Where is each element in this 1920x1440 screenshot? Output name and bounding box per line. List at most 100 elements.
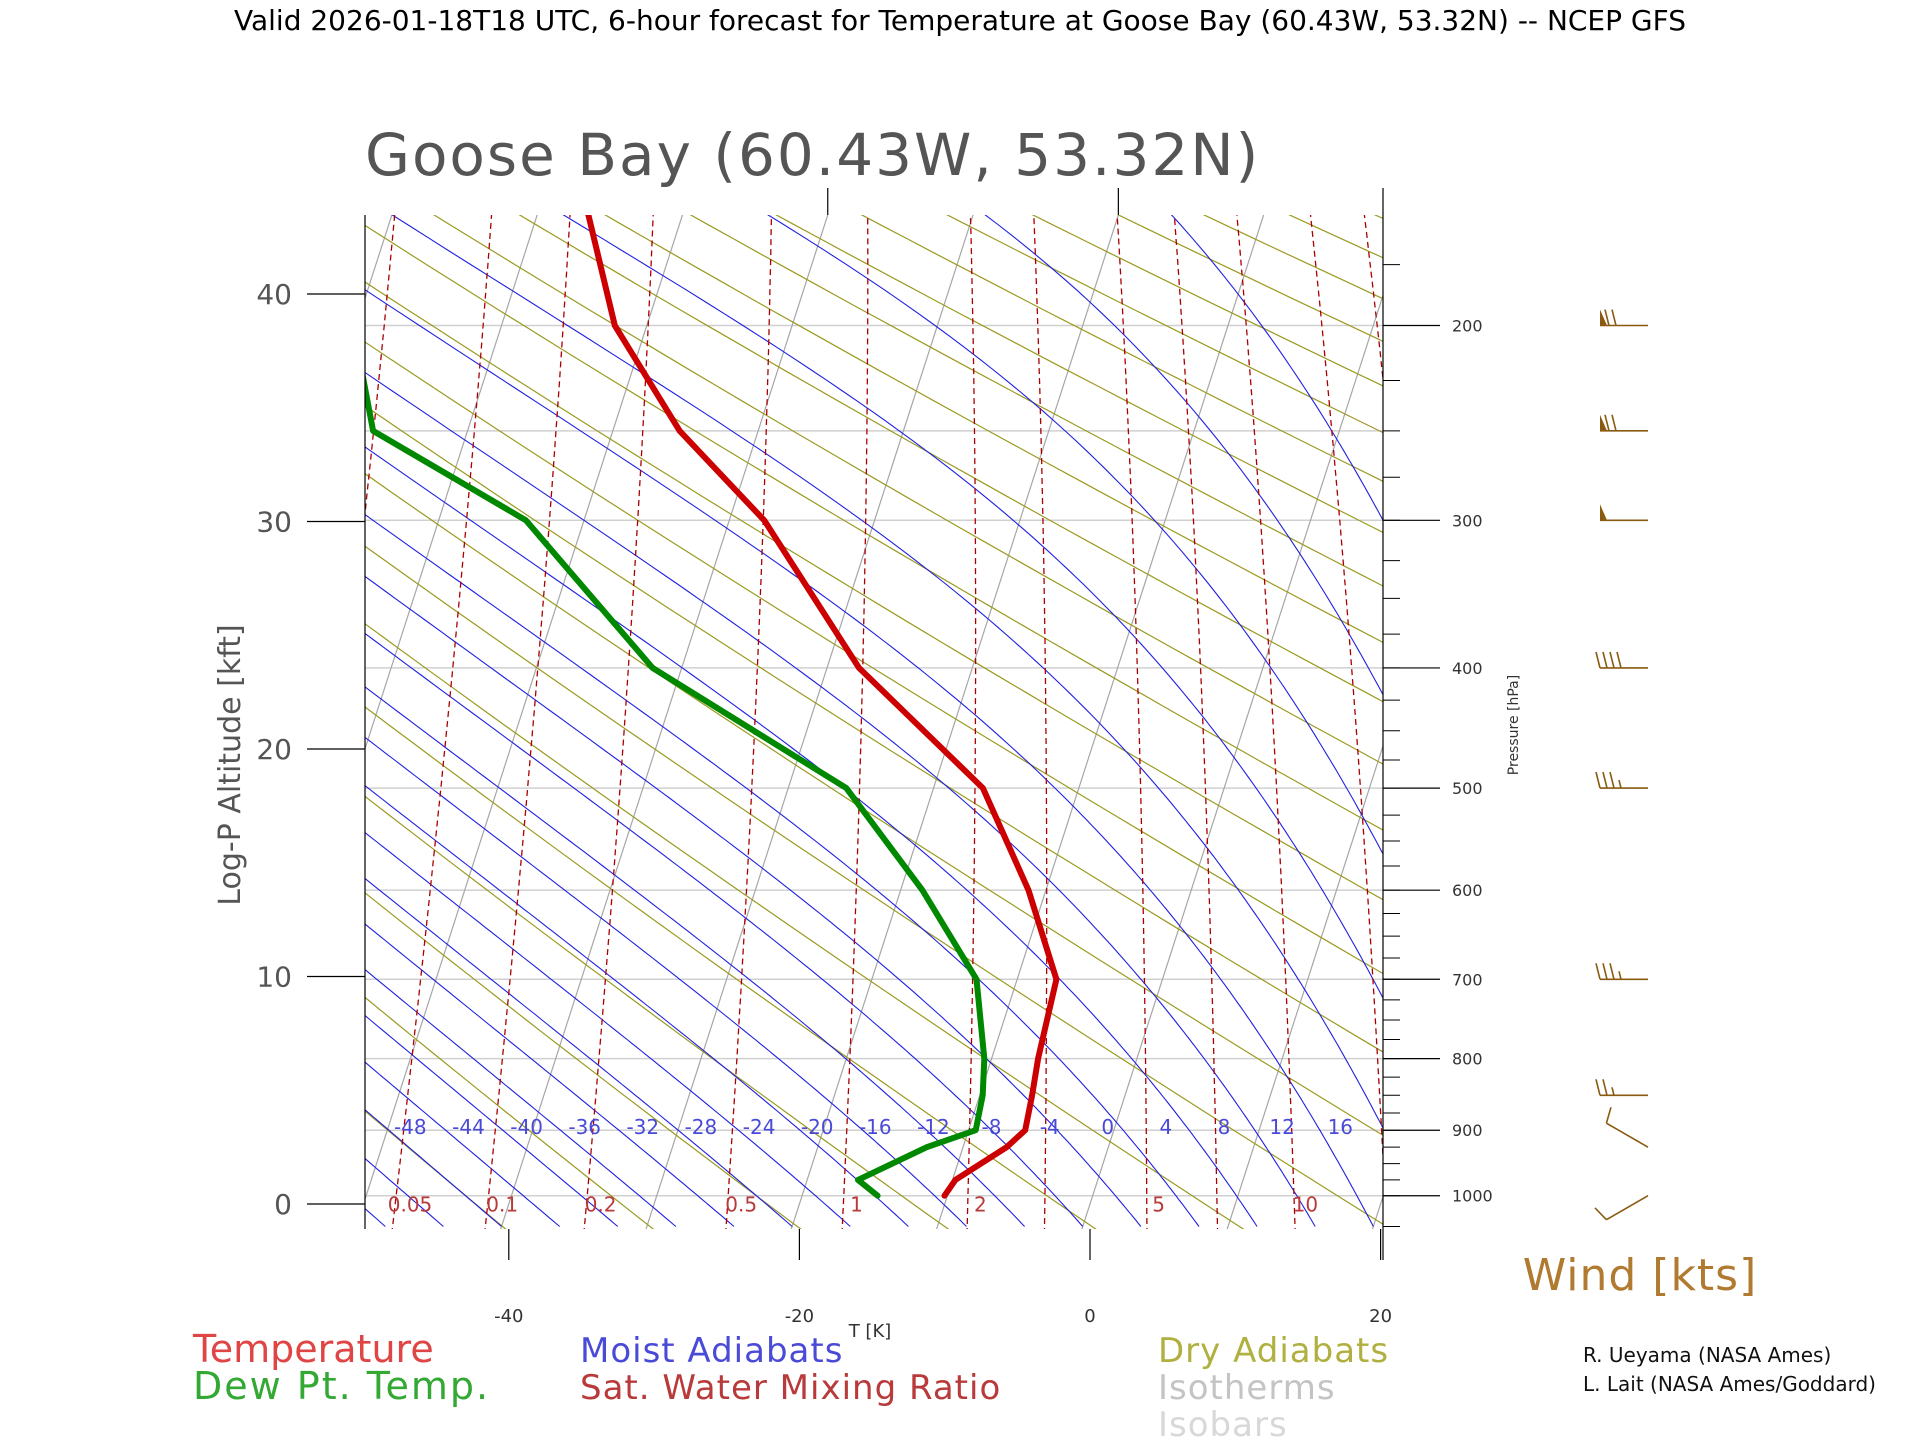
- wind-barb: [1600, 309, 1648, 327]
- moist-adiabat-label: -4: [1040, 1115, 1060, 1139]
- legend-isobars: Isobars: [1158, 1405, 1288, 1440]
- wind-barb-full: [1604, 414, 1610, 432]
- moist-adiabat-label: -36: [568, 1115, 601, 1139]
- isotherm-line: [0, 210, 103, 1234]
- moist-adiabat-line: [365, 446, 1258, 1227]
- moist-adiabat-label: 4: [1160, 1115, 1173, 1139]
- moist-adiabat-label: -16: [859, 1115, 892, 1139]
- dry-adiabat-line: [365, 545, 1383, 1225]
- wind-label: Wind [kts]: [1523, 1250, 1758, 1301]
- dry-adiabat-line: [689, 215, 1383, 587]
- mixing-ratio-label: 0.05: [388, 1193, 433, 1217]
- mixing-ratio-label: 10: [1293, 1193, 1318, 1217]
- header-title: Valid 2026-01-18T18 UTC, 6-hour forecast…: [234, 4, 1686, 37]
- moist-adiabat-label: -44: [452, 1115, 485, 1139]
- isotherm-line: [500, 215, 829, 1229]
- moist-adiabat-line: [365, 686, 1025, 1227]
- isotherm-line: [365, 215, 538, 751]
- moist-adiabat-line: [365, 923, 735, 1227]
- y-tick-label: 20: [256, 733, 292, 766]
- y-tick-label: 30: [256, 506, 292, 539]
- wind-barb-half: [1611, 1087, 1615, 1096]
- wind-barb-full: [1602, 651, 1608, 669]
- plot-background: [0, 210, 1920, 1234]
- moist-adiabat-label: -48: [394, 1115, 427, 1139]
- moist-adiabat-line: [365, 736, 967, 1227]
- moist-adiabat-label: -40: [510, 1115, 543, 1139]
- dry-adiabat-line: [365, 795, 950, 1229]
- wind-barb: [1595, 771, 1648, 789]
- pressure-tick-label: 1000: [1452, 1187, 1493, 1206]
- wind-barb-full: [1594, 1207, 1608, 1221]
- dry-adiabat-lines: [365, 210, 1920, 1234]
- x-tick-label: -20: [785, 1306, 814, 1327]
- x-tick-label: 20: [1369, 1306, 1392, 1327]
- wind-barb-full: [1616, 651, 1622, 669]
- wind-barb-staff: [1606, 1195, 1649, 1221]
- moist-adiabat-line: [391, 215, 1383, 1130]
- moist-adiabat-line: [562, 215, 1383, 1000]
- dry-adiabat-line: [365, 224, 1383, 831]
- legend-temperature: Temperature: [192, 1327, 434, 1371]
- wind-barb-full: [1609, 771, 1615, 789]
- dry-adiabat-line: [1202, 215, 1383, 300]
- wind-barb-flag: [1600, 309, 1607, 326]
- mixing-ratio-line: [1363, 215, 1383, 385]
- y-tick-label: 40: [256, 278, 292, 311]
- mixing-ratio-label: 0.1: [486, 1193, 518, 1217]
- dewpoint-profile-line: [365, 371, 988, 1199]
- mixing-ratio-line: [583, 215, 654, 1229]
- dry-adiabat-line: [365, 281, 1383, 901]
- wind-barb-full: [1595, 651, 1601, 669]
- legend-moist-adiabats: Moist Adiabats: [580, 1331, 843, 1371]
- isotherm-line: [645, 215, 974, 1229]
- mixing-ratio-line: [725, 215, 773, 1229]
- dry-adiabat-line: [365, 996, 655, 1229]
- mixing-ratio-label: 1: [850, 1193, 863, 1217]
- dry-adiabat-line: [518, 215, 1383, 703]
- legend-dry-adiabats: Dry Adiabats: [1158, 1331, 1389, 1371]
- mixing-ratio-lines: [365, 215, 1383, 1229]
- isotherm-line: [1081, 293, 1383, 1229]
- moist-adiabat-line: [365, 877, 793, 1227]
- dry-adiabat-line: [365, 1110, 507, 1229]
- dry-adiabat-line: [365, 706, 1097, 1229]
- wind-barb: [1600, 504, 1648, 522]
- pressure-tick-label: 300: [1452, 511, 1483, 530]
- wind-barb-full: [1595, 771, 1601, 789]
- pressure-tick-label: 900: [1452, 1121, 1483, 1140]
- x-axis-label: T [K]: [848, 1321, 892, 1342]
- moist-adiabat-label: -24: [743, 1115, 776, 1139]
- pressure-tick-label: 200: [1452, 317, 1483, 336]
- dry-adiabat-line: [775, 215, 1383, 534]
- mixing-ratio-line: [966, 215, 977, 1229]
- y-tick-label: 10: [256, 961, 292, 994]
- isotherm-line: [1516, 210, 1846, 1234]
- wind-barb-full: [1611, 414, 1617, 432]
- wind-barb-flag: [1600, 504, 1607, 521]
- moist-adiabat-line: [365, 513, 1200, 1227]
- moist-adiabat-line: [365, 575, 1142, 1227]
- pressure-tick-label: 600: [1452, 881, 1483, 900]
- isotherm-line: [936, 215, 1265, 1229]
- mixing-ratio-line: [1309, 215, 1383, 1169]
- pressure-tick-label: 400: [1452, 659, 1483, 678]
- moist-adiabat-label: -20: [801, 1115, 834, 1139]
- isobar-lines: [365, 324, 1383, 1197]
- isotherm-lines: [0, 210, 1846, 1234]
- moist-adiabat-label: -8: [982, 1115, 1002, 1139]
- moist-adiabat-line: [767, 215, 1383, 856]
- dry-adiabat-line: [1535, 210, 1920, 1234]
- isotherm-line: [1371, 1194, 1383, 1229]
- legend-isotherms: Isotherms: [1158, 1368, 1336, 1408]
- moist-adiabat-line: [365, 1109, 502, 1227]
- y-axis-label: Log-P Altitude [kft]: [213, 624, 248, 905]
- mixing-ratio-line: [1116, 215, 1148, 1229]
- legend-dewpoint: Dew Pt. Temp.: [193, 1364, 490, 1408]
- moist-adiabat-line: [365, 968, 677, 1227]
- wind-barb: [1595, 651, 1648, 669]
- moist-adiabat-line: [365, 1207, 386, 1227]
- wind-barb-full: [1602, 1079, 1608, 1096]
- mixing-ratio-line: [484, 215, 571, 1229]
